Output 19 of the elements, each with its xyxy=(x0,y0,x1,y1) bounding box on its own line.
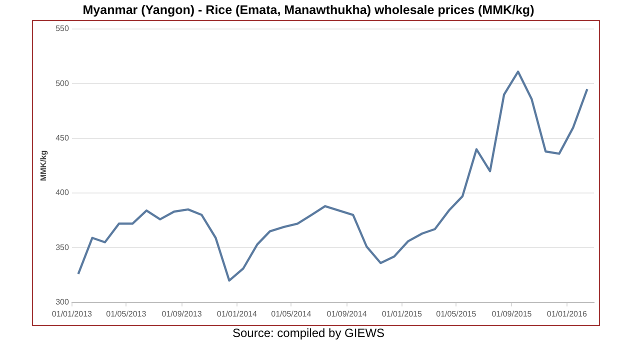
x-tick-label: 01/09/2014 xyxy=(326,309,368,318)
y-tick-label: 400 xyxy=(56,188,70,198)
y-tick-label: 550 xyxy=(56,24,70,34)
x-tick-label: 01/09/2015 xyxy=(492,309,532,318)
x-tick-label: 01/01/2013 xyxy=(52,309,93,318)
y-tick-label: 500 xyxy=(56,78,70,88)
x-tick-label: 01/01/2015 xyxy=(382,309,422,318)
y-tick-label: 350 xyxy=(56,242,70,252)
x-tick-label: 01/09/2013 xyxy=(162,309,202,318)
x-tick-label: 01/05/2015 xyxy=(436,309,477,318)
chart-title: Myanmar (Yangon) - Rice (Emata, Manawthukha) wholesale prices (MMK/kg) xyxy=(82,3,536,17)
x-tick-label: 01/01/2016 xyxy=(546,309,588,318)
source-note: Source: compiled by GIEWS xyxy=(231,326,386,340)
y-axis-title: MMK/kg xyxy=(39,150,48,182)
y-tick-label: 450 xyxy=(56,134,70,143)
x-tick-label: 01/01/2014 xyxy=(216,309,258,318)
x-tick-label: 01/05/2014 xyxy=(271,309,312,318)
x-tick-label: 01/05/2013 xyxy=(106,309,147,318)
y-tick-label: 300 xyxy=(56,298,70,307)
